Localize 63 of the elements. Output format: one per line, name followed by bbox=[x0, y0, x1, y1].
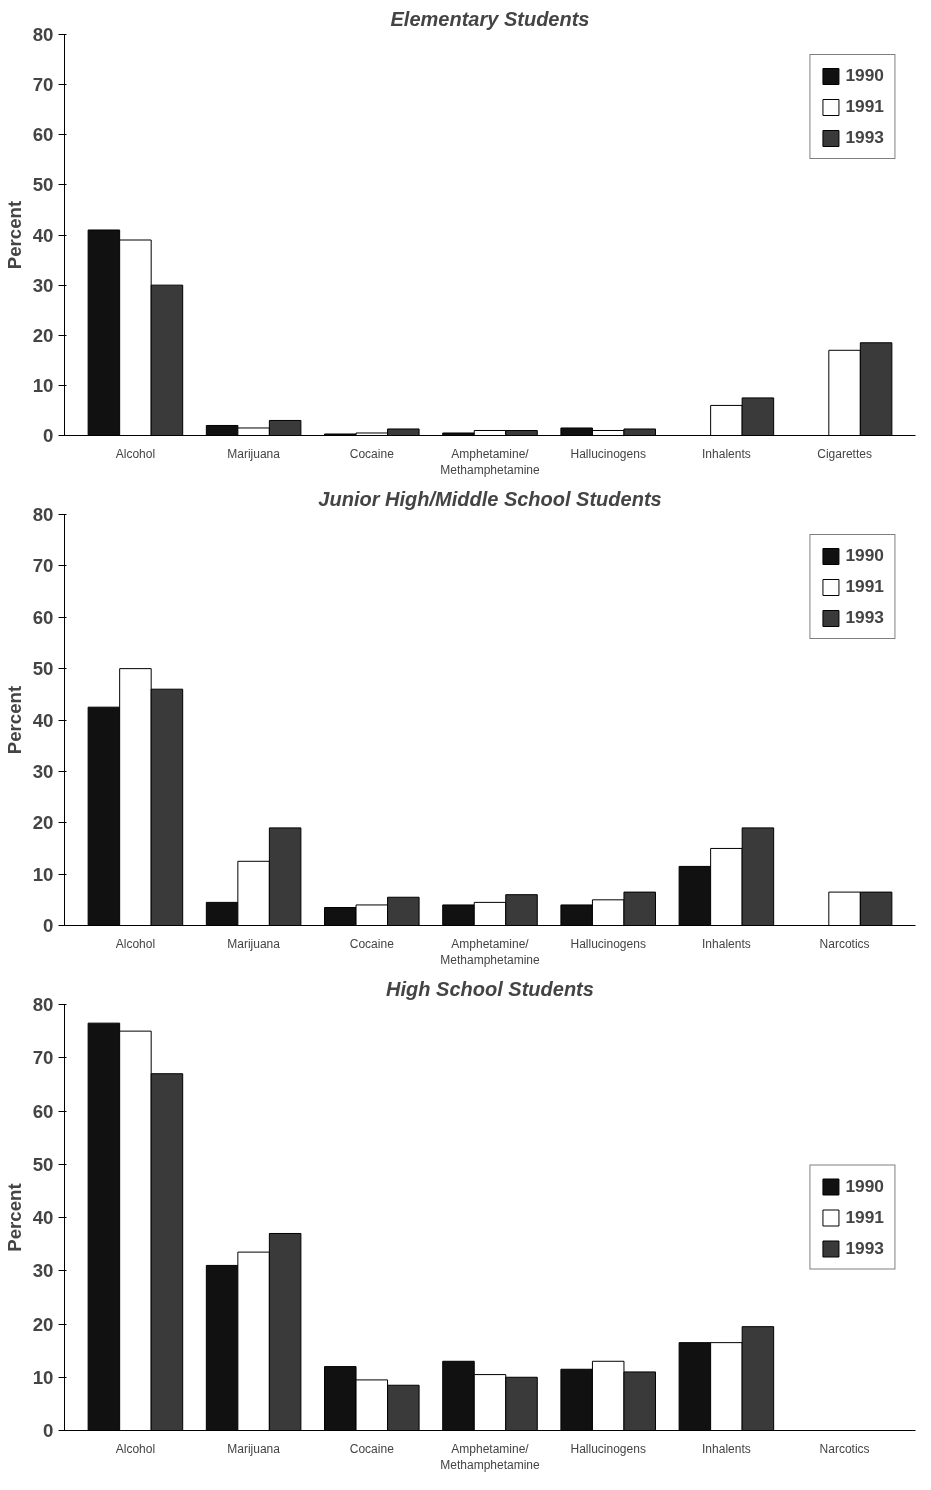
y-tick-label: 20 bbox=[32, 324, 54, 346]
x-tick-label: Hallucinogens bbox=[570, 936, 646, 951]
legend-label: 1993 bbox=[845, 607, 884, 628]
y-tick-label: 10 bbox=[32, 374, 54, 396]
x-tick-label: Marijuana bbox=[227, 1441, 281, 1456]
x-tick-label: Cigarettes bbox=[817, 446, 872, 461]
y-tick-label: 0 bbox=[43, 915, 54, 936]
x-tick-label: Amphetamine/Methamphetamine bbox=[440, 1441, 541, 1473]
legend-label: 1991 bbox=[845, 96, 884, 117]
x-tick-label: Inhalents bbox=[702, 446, 751, 461]
y-tick-label: 80 bbox=[32, 994, 54, 1015]
x-tick-label: Narcotics bbox=[819, 1441, 870, 1456]
chart-title: High School Students bbox=[386, 977, 594, 1000]
y-tick-label: 20 bbox=[32, 812, 54, 834]
x-tick-label: Amphetamine/Methamphetamine bbox=[440, 446, 541, 478]
x-tick-label: Marijuana bbox=[227, 446, 281, 461]
y-tick-label: 20 bbox=[32, 1313, 54, 1335]
y-tick-label: 50 bbox=[32, 658, 54, 680]
y-tick-label: 10 bbox=[32, 1366, 54, 1388]
legend-label: 1990 bbox=[845, 545, 884, 566]
y-tick-label: 70 bbox=[32, 74, 54, 96]
y-axis-title: Percent bbox=[3, 685, 25, 755]
y-axis-title: Percent bbox=[3, 200, 25, 270]
y-tick-label: 30 bbox=[32, 274, 54, 296]
x-tick-label: Narcotics bbox=[819, 936, 870, 951]
x-tick-label: Amphetamine/Methamphetamine bbox=[440, 936, 541, 968]
y-tick-label: 0 bbox=[43, 425, 54, 446]
x-tick-label: Inhalents bbox=[702, 936, 751, 951]
y-tick-label: 80 bbox=[32, 24, 54, 45]
chart-title: Elementary Students bbox=[390, 7, 590, 30]
y-axis-title: Percent bbox=[3, 1183, 25, 1252]
legend-label: 1990 bbox=[845, 65, 884, 86]
x-tick-label: Marijuana bbox=[227, 936, 281, 951]
y-tick-label: 50 bbox=[32, 1153, 54, 1175]
y-tick-label: 70 bbox=[32, 1047, 54, 1069]
x-tick-label: Cocaine bbox=[349, 446, 395, 461]
y-tick-label: 0 bbox=[43, 1420, 54, 1441]
y-tick-label: 10 bbox=[32, 863, 54, 885]
y-tick-label: 60 bbox=[32, 606, 54, 628]
y-tick-label: 40 bbox=[32, 224, 54, 246]
y-tick-label: 40 bbox=[32, 1207, 54, 1228]
legend-label: 1991 bbox=[845, 1206, 884, 1228]
x-tick-label: Alcohol bbox=[115, 446, 156, 461]
x-tick-label: Alcohol bbox=[115, 1441, 156, 1456]
y-tick-label: 60 bbox=[32, 1100, 54, 1122]
y-tick-label: 60 bbox=[32, 124, 54, 146]
x-tick-label: Cocaine bbox=[349, 936, 395, 951]
y-tick-label: 70 bbox=[32, 555, 54, 577]
legend-label: 1993 bbox=[845, 1237, 884, 1259]
y-tick-label: 30 bbox=[32, 760, 54, 782]
x-tick-label: Hallucinogens bbox=[570, 446, 646, 461]
y-tick-label: 40 bbox=[32, 709, 54, 731]
x-tick-label: Inhalents bbox=[702, 1441, 751, 1456]
x-tick-label: Cocaine bbox=[349, 1441, 395, 1456]
y-tick-label: 50 bbox=[32, 174, 54, 196]
chart-title: Junior High/Middle School Students bbox=[318, 487, 662, 510]
legend-label: 1990 bbox=[845, 1175, 884, 1197]
y-tick-label: 80 bbox=[32, 504, 54, 525]
legend-label: 1993 bbox=[845, 127, 884, 148]
x-tick-label: Hallucinogens bbox=[570, 1441, 646, 1456]
legend-label: 1991 bbox=[845, 576, 884, 597]
x-tick-label: Alcohol bbox=[115, 936, 156, 951]
y-tick-label: 30 bbox=[32, 1260, 54, 1282]
